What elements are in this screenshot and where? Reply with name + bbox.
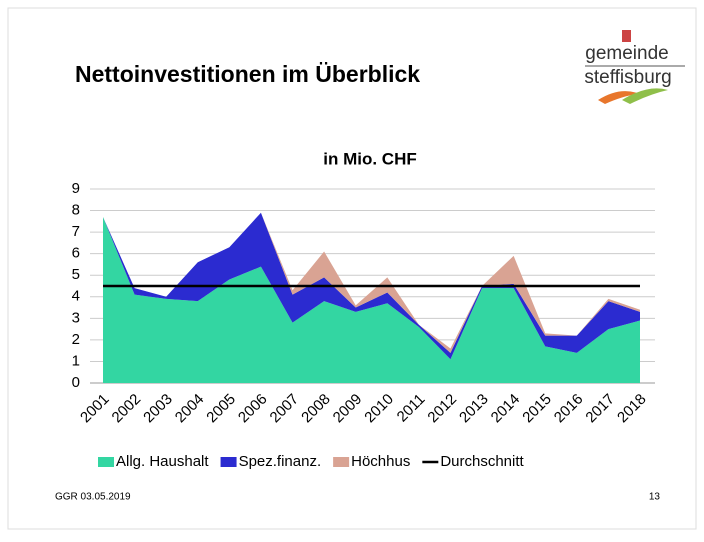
y-tick-label: 5 — [72, 266, 80, 283]
legend-swatch — [333, 457, 350, 467]
logo-bottom: steffisburg — [584, 67, 671, 88]
chart-title: in Mio. CHF — [323, 149, 416, 168]
legend-label: Allg. Haushalt — [116, 453, 209, 470]
y-tick-label: 6 — [72, 245, 80, 262]
slide-title: Nettoinvestitionen im Überblick — [75, 61, 420, 87]
legend-label: Höchhus — [351, 453, 410, 470]
y-tick-label: 1 — [72, 352, 80, 369]
y-tick-label: 3 — [72, 309, 80, 326]
y-tick-label: 8 — [72, 202, 80, 219]
y-tick-label: 0 — [72, 374, 80, 391]
y-tick-label: 9 — [72, 180, 80, 197]
logo-crest — [622, 30, 631, 42]
logo-top: gemeinde — [585, 43, 668, 64]
area — [103, 212, 640, 360]
legend-swatch — [220, 457, 237, 467]
area — [103, 217, 640, 383]
y-tick-label: 2 — [72, 331, 80, 348]
logo-swoosh — [598, 91, 640, 104]
legend-label: Spez.finanz. — [239, 453, 322, 470]
legend-label: Durchschnitt — [440, 453, 524, 470]
y-tick-label: 7 — [72, 223, 80, 240]
footer-right: 13 — [649, 492, 661, 503]
logo-swoosh — [622, 88, 668, 104]
legend-swatch — [98, 457, 114, 467]
y-tick-label: 4 — [72, 288, 80, 305]
footer-left: GGR 03.05.2019 — [55, 492, 131, 503]
